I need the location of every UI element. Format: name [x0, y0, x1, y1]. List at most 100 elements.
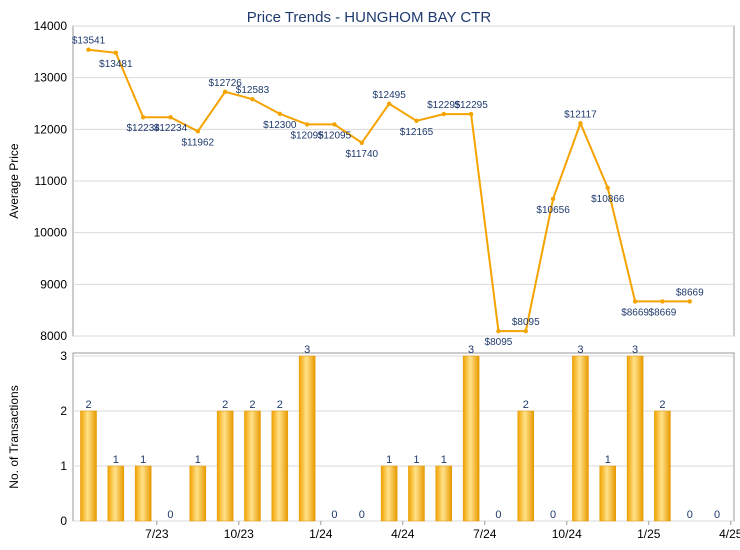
price-point	[660, 299, 665, 304]
transactions-gridlines	[73, 355, 734, 522]
transactions-bar	[107, 465, 125, 522]
price-data-label: $12234	[126, 123, 160, 134]
price-point	[277, 111, 283, 117]
price-point	[359, 140, 364, 145]
transactions-bar	[599, 465, 617, 522]
price-point	[578, 121, 583, 126]
transactions-data-label: 3	[304, 344, 310, 356]
price-data-label: $12295	[427, 100, 461, 111]
transactions-bar	[435, 465, 453, 522]
price-y-tick-label: 14000	[34, 19, 68, 33]
price-data-label: $13481	[99, 59, 133, 70]
transactions-bar	[408, 465, 425, 522]
transactions-y-axis-ticks: 0 1 2 3	[60, 349, 67, 528]
transactions-data-label: 3	[577, 344, 583, 356]
transactions-y-tick-label: 3	[60, 349, 67, 363]
price-y-tick-label: 8000	[40, 329, 67, 343]
transactions-data-label: 0	[550, 509, 556, 521]
price-point	[304, 122, 310, 127]
x-tick-label: 4/25	[719, 527, 740, 541]
transactions-data-label: 1	[413, 454, 419, 466]
price-y-tick-label: 12000	[34, 122, 68, 136]
price-y-axis-ticks: 8000 9000 10000 11000 12000 13000 14000	[34, 19, 68, 343]
price-point	[86, 47, 91, 52]
transactions-bar	[462, 355, 480, 522]
price-series	[86, 47, 692, 334]
price-point	[550, 196, 556, 201]
chart-title: Price Trends - HUNGHOM BAY CTR	[247, 9, 492, 26]
transactions-series	[80, 355, 671, 522]
price-data-label: $12726	[208, 78, 242, 89]
x-tick-label: 10/24	[552, 527, 582, 541]
transactions-data-label: 0	[687, 509, 693, 521]
transactions-data-label: 3	[468, 344, 474, 356]
transactions-data-label: 2	[277, 399, 283, 411]
transactions-data-label: 2	[222, 399, 228, 411]
transactions-bar	[216, 410, 234, 522]
transactions-data-label: 1	[195, 454, 201, 466]
price-data-label: $13541	[72, 36, 106, 47]
transactions-y-tick-label: 1	[60, 459, 67, 473]
transactions-bar	[134, 465, 152, 522]
transactions-data-label: 1	[113, 454, 119, 466]
price-point	[632, 299, 638, 304]
transactions-plot-area	[72, 352, 735, 522]
transactions-data-label: 0	[495, 509, 501, 521]
price-point	[222, 89, 228, 95]
transactions-data-label: 1	[605, 454, 611, 466]
price-point	[441, 111, 446, 117]
price-point	[250, 97, 255, 102]
price-point	[332, 122, 337, 127]
price-point	[195, 129, 201, 134]
price-data-label: $12234	[154, 123, 188, 134]
price-data-label: $8669	[621, 307, 649, 318]
price-data-label: $12295	[454, 100, 488, 111]
x-tick-label: 7/23	[145, 527, 169, 541]
transactions-bar	[244, 410, 261, 522]
transactions-data-label: 2	[85, 399, 91, 411]
price-y-axis-title: Average Price	[7, 143, 21, 218]
transactions-bar	[271, 410, 289, 522]
transactions-bar	[80, 410, 97, 522]
price-point	[113, 50, 119, 56]
price-data-label: $8669	[676, 287, 704, 298]
transactions-data-label: 1	[441, 454, 447, 466]
transactions-data-label: 2	[249, 399, 255, 411]
price-y-tick-label: 10000	[34, 226, 68, 240]
price-point	[140, 115, 146, 120]
price-data-label: $8095	[512, 317, 540, 328]
transactions-bar	[189, 465, 207, 522]
price-data-label: $8095	[485, 337, 513, 348]
price-data-label: $12095	[290, 130, 324, 141]
transactions-data-label: 1	[386, 454, 392, 466]
price-point	[168, 115, 173, 120]
price-data-label: $11740	[345, 149, 378, 160]
transactions-data-label: 2	[523, 399, 529, 411]
price-data-label: $12095	[318, 130, 352, 141]
transactions-data-label: 0	[714, 509, 720, 521]
x-axis-ticks: 7/23 10/23 1/24 4/24 7/24 10/24 1/25 4/25	[145, 521, 740, 541]
price-point	[468, 111, 474, 117]
transactions-bar	[380, 465, 398, 522]
price-data-label: $10656	[536, 205, 570, 216]
price-data-label: $12583	[236, 85, 270, 96]
x-tick-label: 10/23	[224, 527, 254, 541]
transactions-bar	[517, 410, 535, 522]
price-data-label: $11962	[181, 137, 214, 148]
transactions-y-tick-label: 0	[60, 514, 67, 528]
price-point	[523, 328, 528, 334]
transactions-y-tick-label: 2	[60, 404, 67, 418]
transactions-data-label: 1	[140, 454, 146, 466]
price-point	[414, 118, 419, 124]
transactions-bar	[298, 355, 316, 522]
price-point	[687, 299, 692, 304]
transactions-data-label: 0	[359, 509, 365, 521]
price-data-label: $10866	[591, 194, 625, 205]
price-y-tick-label: 9000	[40, 277, 67, 291]
price-y-tick-label: 13000	[34, 71, 68, 85]
price-data-label: $12165	[400, 127, 434, 138]
price-data-label: $12300	[263, 120, 297, 131]
price-data-labels: $13541 $13481 $12234$12234 $11962 $12726$125…	[72, 36, 704, 348]
price-data-label: $8669	[649, 307, 677, 318]
